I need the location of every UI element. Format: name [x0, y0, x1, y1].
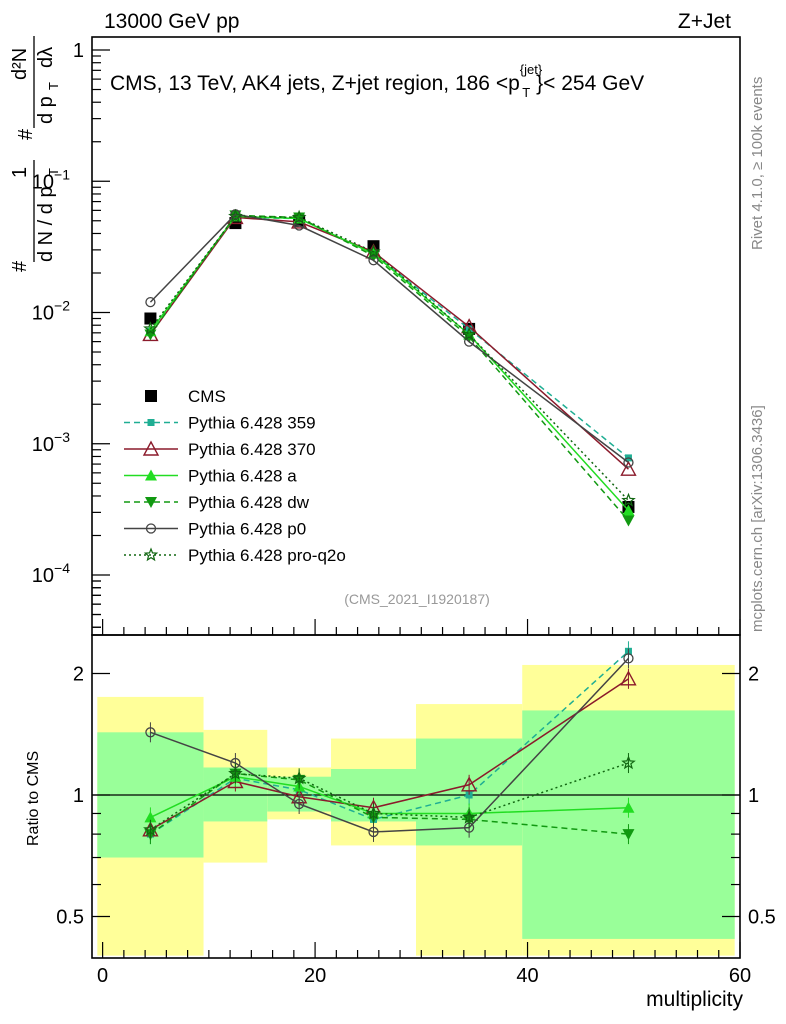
analysis-id: (CMS_2021_I1920187) — [344, 591, 490, 607]
ratio-point — [465, 791, 473, 799]
main-point — [621, 492, 636, 507]
main-line-pythia-6-428-dw — [149, 214, 630, 522]
ratio-point — [228, 765, 243, 780]
ratio-point — [144, 811, 157, 823]
main-series — [142, 208, 637, 527]
svg-text:#: # — [9, 260, 31, 272]
legend-entry-label: Pythia 6.428 p0 — [188, 520, 306, 539]
main-y-label: # 1 d N / d p T # d²N d p T dλ — [9, 36, 61, 272]
ratio-uncertainty-bands — [92, 664, 740, 956]
ratio-point — [621, 755, 636, 770]
ratio-point — [460, 776, 478, 792]
ratio-line-pythia-6-428-dw — [149, 772, 629, 835]
ratio-point — [293, 798, 305, 810]
svg-text:d²N: d²N — [9, 48, 31, 80]
ratio-x-axis: 0 20 40 60 — [97, 942, 751, 987]
main-point — [623, 457, 634, 468]
legend-entry-label: Pythia 6.428 dw — [188, 493, 310, 512]
ratio-y-tick-label: 1 — [73, 785, 84, 807]
ratio-point — [291, 770, 307, 785]
header-left: 13000 GeV pp — [104, 10, 239, 33]
ratio-y-tick-label: 2 — [73, 664, 84, 686]
main-y-tick-label: 1 — [73, 40, 84, 62]
main-point — [622, 515, 635, 527]
main-y-tick-label: 10−3 — [32, 429, 70, 456]
ratio-y-tick-label-right: 2 — [748, 664, 759, 686]
ratio-point — [366, 805, 381, 820]
legend-marker — [142, 440, 160, 456]
ratio-point — [143, 822, 158, 836]
ratio-line-pythia-6-428-p0 — [150, 657, 630, 833]
ratio-point — [368, 826, 379, 838]
legend-entry-label: Pythia 6.428 370 — [188, 440, 316, 459]
legend-entry-label: Pythia 6.428 a — [188, 467, 297, 486]
main-y-tick-label: 10−1 — [32, 166, 70, 193]
main-y-tick-label: 10−2 — [32, 298, 70, 325]
ratio-plot-frame — [91, 634, 741, 959]
main-point — [145, 296, 156, 308]
ratio-y-tick-label-right: 0.5 — [748, 907, 776, 929]
main-point — [228, 208, 243, 223]
legend-marker — [145, 390, 157, 402]
legend-marker — [145, 523, 157, 534]
x-tick-label: 40 — [516, 965, 538, 987]
ratio-y-tick-label: 0.5 — [56, 907, 84, 929]
rivet-label: Rivet 4.1.0, ≥ 100k events — [749, 77, 766, 250]
ratio-point — [622, 801, 635, 813]
main-line-pythia-6-428-pro-q2o — [149, 215, 630, 501]
main-point — [622, 504, 635, 516]
svg-text:dλ: dλ — [35, 47, 57, 68]
ratio-line-pythia-6-428-a — [150, 775, 629, 819]
svg-text:#: # — [15, 128, 37, 140]
svg-text:T: T — [46, 168, 61, 176]
x-tick-label: 0 — [97, 965, 108, 987]
ratio-line-pythia-6-428-370 — [150, 678, 629, 831]
main-x-ticks — [102, 619, 741, 635]
svg-text:1: 1 — [9, 167, 31, 178]
ratio-point — [620, 670, 637, 686]
main-point — [461, 326, 477, 341]
ratio-y-label: Ratio to CMS — [25, 751, 42, 846]
ratio-y-axis: 2 2 1 1 0.5 0.5 — [56, 664, 776, 929]
main-point — [366, 244, 381, 259]
main-title: CMS, 13 TeV, AK4 jets, Z+jet region, 186… — [110, 62, 644, 100]
svg-text:T: T — [46, 82, 61, 90]
header-right: Z+Jet — [678, 10, 731, 33]
svg-text:d p: d p — [35, 96, 57, 124]
main-point — [291, 209, 307, 224]
ratio-line-pythia-6-428-pro-q2o — [150, 762, 629, 831]
x-axis-label: multiplicity — [646, 988, 743, 1011]
ratio-point — [623, 653, 634, 664]
legend: CMS Pythia 6.428 359 Pythia 6.428 370 Pythi… — [124, 387, 346, 565]
svg-text:d N / d p: d N / d p — [35, 186, 57, 262]
legend-marker — [147, 419, 155, 426]
ratio-point — [461, 809, 477, 824]
ratio-y-tick-label-right: 1 — [748, 785, 759, 807]
ratio-line-pythia-6-428-359 — [150, 650, 629, 835]
ratio-series — [142, 641, 637, 845]
main-point — [620, 460, 637, 476]
x-tick-label: 20 — [304, 965, 326, 987]
mcplots-label: mcplots.cern.ch [arXiv:1306.3436] — [749, 405, 766, 632]
ratio-point — [145, 727, 156, 738]
main-y-axis: 1 10−1 10−2 10−3 10−4 — [32, 40, 110, 628]
ratio-point — [622, 829, 635, 841]
legend-marker — [143, 547, 159, 562]
main-point — [143, 321, 158, 336]
x-tick-label: 60 — [729, 965, 751, 987]
main-y-tick-label: 10−4 — [32, 560, 70, 587]
main-point — [144, 312, 157, 325]
main-point — [293, 220, 305, 231]
legend-marker — [145, 497, 157, 508]
legend-entry-label: Pythia 6.428 pro-q2o — [188, 546, 346, 565]
main-point — [368, 255, 379, 266]
legend-entry-label: CMS — [188, 387, 226, 406]
legend-marker — [145, 469, 157, 481]
legend-entry-label: Pythia 6.428 359 — [188, 414, 316, 433]
